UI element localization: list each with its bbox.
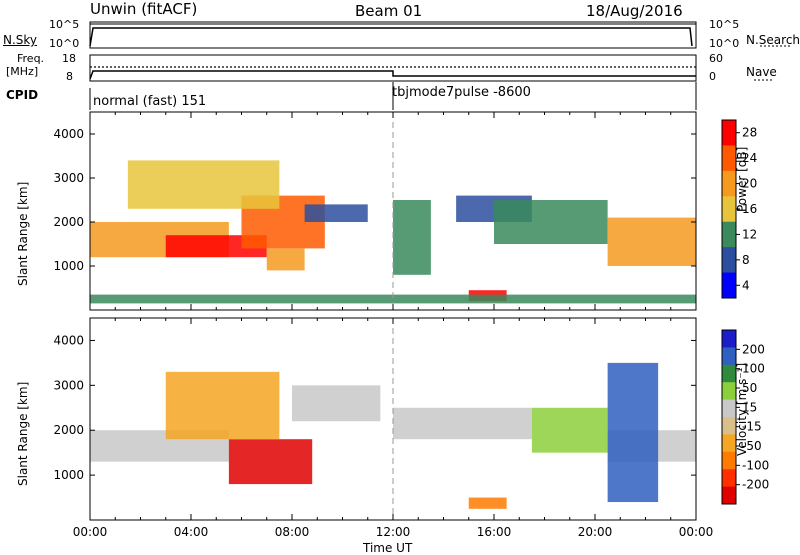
freq-label: Freq.	[17, 52, 45, 65]
time-tick-label: 00:00	[73, 525, 108, 539]
n-search-tick-top: 10^5	[709, 18, 740, 31]
data-region-4	[266, 248, 305, 271]
colorbar-tick-label: 24	[742, 151, 757, 165]
nave-label: Nave	[746, 65, 777, 79]
data-region-2	[165, 371, 280, 440]
time-tick-label: 08:00	[275, 525, 310, 539]
freq-tick-bottom: 8	[66, 70, 73, 83]
freq-panel-frame	[89, 54, 697, 82]
colorbar-tick-label: 15	[742, 400, 757, 414]
colorbar-swatch	[722, 451, 736, 470]
ytick-label: 4000	[53, 127, 84, 141]
time-tick-label: 16:00	[477, 525, 512, 539]
ytick-label: 2000	[53, 215, 84, 229]
data-region-5	[468, 497, 507, 509]
data-region-8	[607, 362, 659, 503]
nave-tick-bottom: 0	[709, 70, 716, 83]
cpid-segment-2: tbjmode7pulse -8600	[392, 85, 531, 100]
colorbar-tick-label: 28	[742, 126, 757, 140]
colorbar-tick-label: 16	[742, 202, 757, 216]
cpid-segment-1: normal (fast) 151	[93, 94, 207, 109]
data-region-10	[607, 217, 696, 266]
colorbar-swatch	[722, 221, 736, 248]
colorbar-tick-label: 100	[742, 362, 765, 376]
noise-panel-frame	[89, 21, 697, 49]
data-region-6	[393, 200, 431, 275]
ytick-label: 1000	[53, 259, 84, 273]
cpid-label: CPID	[6, 88, 39, 102]
colorbar-tick-label: 50	[742, 381, 757, 395]
date-title: 18/Aug/2016	[586, 2, 683, 20]
nave-tick-top: 60	[709, 52, 723, 65]
n-search-tick-bottom: 10^0	[709, 37, 740, 50]
colorbar-tick-label: -15	[742, 420, 762, 434]
colorbar-tick-label: 200	[742, 342, 765, 356]
data-region-1	[228, 439, 313, 485]
n-sky-label: N.Sky	[3, 33, 38, 47]
data-region-3	[127, 160, 280, 209]
ytick-label: 3000	[53, 378, 84, 392]
colorbar-swatch	[722, 382, 736, 401]
colorbar-swatch	[722, 330, 736, 348]
colorbar-swatch	[722, 247, 736, 274]
colorbar-swatch	[722, 272, 736, 299]
n-sky-trace	[89, 27, 693, 47]
colorbar-swatch	[722, 120, 736, 146]
freq-unit-label: [MHz]	[6, 65, 39, 78]
colorbar-swatch	[722, 196, 736, 223]
colorbar-swatch	[722, 170, 736, 197]
colorbar-frame	[721, 329, 737, 505]
colorbar-tick-label: 8	[742, 253, 750, 267]
freq-trace	[89, 70, 696, 80]
ytick-label: 1000	[53, 468, 84, 482]
velocity-colorbar: 200 100 50 15 -15 -50 -100 -200	[721, 329, 769, 505]
power-heatmap	[90, 160, 696, 304]
time-tick-label: 20:00	[578, 525, 613, 539]
colorbar-swatch	[722, 417, 736, 435]
colorbar-tick-label: -50	[742, 439, 762, 453]
ytick-label: 4000	[53, 333, 84, 347]
time-axis-label: Time UT	[363, 541, 413, 555]
colorbar-swatch	[722, 434, 736, 453]
colorbar-swatch	[722, 399, 736, 418]
site-title: Unwin (fitACF)	[90, 0, 198, 18]
colorbar-swatch	[722, 347, 736, 366]
colorbar-swatch	[722, 364, 736, 383]
data-region-5	[304, 204, 368, 222]
time-tick-label: 12:00	[376, 525, 411, 539]
colorbar-swatch	[722, 145, 736, 172]
data-region-11	[90, 294, 696, 304]
colorbar-swatch	[722, 486, 736, 505]
colorbar-tick-label: -100	[742, 458, 769, 472]
colorbar-swatch	[722, 469, 736, 488]
data-region-3	[292, 385, 381, 422]
time-tick-label: 04:00	[174, 525, 209, 539]
ytick-label: 3000	[53, 171, 84, 185]
colorbar-tick-label: 12	[742, 227, 757, 241]
ytick-label: 2000	[53, 423, 84, 437]
time-tick-label: 00:00	[679, 525, 714, 539]
colorbar-tick-label: 4	[742, 278, 750, 292]
freq-tick-top: 18	[62, 52, 76, 65]
colorbar-tick-label: 20	[742, 177, 757, 191]
beam-title: Beam 01	[355, 2, 423, 20]
colorbar-tick-label: -200	[742, 478, 769, 492]
power-colorbar: 4 8 12 16 20 24 28	[721, 119, 757, 299]
n-search-label: N.Search	[746, 33, 800, 47]
data-region-4	[393, 407, 532, 440]
n-sky-tick-top: 10^5	[49, 18, 80, 31]
velocity-heatmap	[90, 362, 696, 509]
data-region-6	[531, 407, 608, 453]
n-sky-tick-bottom: 10^0	[49, 37, 80, 50]
data-region-9	[494, 200, 608, 244]
